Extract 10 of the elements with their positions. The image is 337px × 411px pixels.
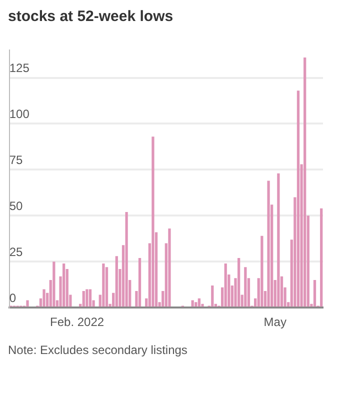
y-tick-label: 25 [9,244,24,259]
y-tick-label: 0 [9,290,16,305]
text: Note: Excludes secondary listings [8,343,188,357]
y-tick-label: 50 [9,198,24,213]
x-tick-label: May [264,315,286,330]
chart-title: stocks at 52-week lows [8,8,174,25]
x-tick-label: Feb. 2022 [50,315,104,330]
y-tick-label: 75 [9,153,24,168]
y-tick-label: 125 [9,61,30,76]
y-tick-label: 100 [9,107,30,122]
